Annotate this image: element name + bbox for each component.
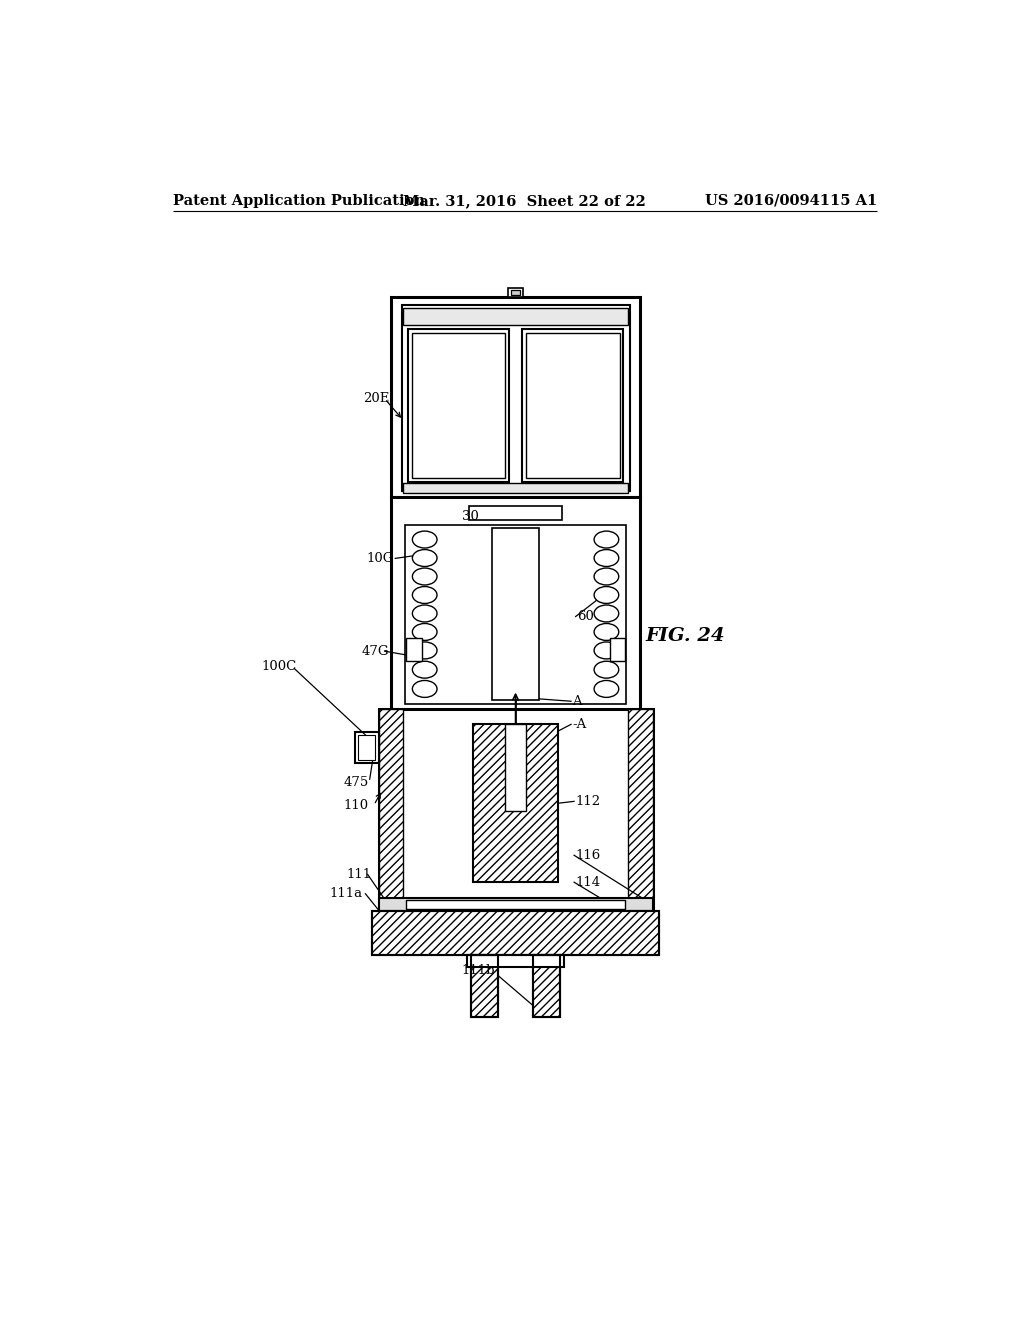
Bar xyxy=(408,330,509,482)
Text: 111a: 111a xyxy=(330,887,362,900)
Ellipse shape xyxy=(594,586,618,603)
Text: 112: 112 xyxy=(575,795,601,808)
Bar xyxy=(473,725,558,882)
Text: 60G: 60G xyxy=(578,610,604,623)
Bar xyxy=(471,956,499,1016)
Ellipse shape xyxy=(413,586,437,603)
Text: 30: 30 xyxy=(462,510,478,523)
Ellipse shape xyxy=(413,531,437,548)
Bar xyxy=(471,956,499,1016)
Ellipse shape xyxy=(594,642,618,659)
Bar xyxy=(407,900,625,909)
Ellipse shape xyxy=(594,605,618,622)
Bar xyxy=(526,333,620,478)
Text: 110: 110 xyxy=(343,799,369,812)
Bar xyxy=(403,483,628,492)
Bar xyxy=(358,735,376,760)
Text: 475: 475 xyxy=(343,776,369,788)
Text: 116: 116 xyxy=(575,849,601,862)
Bar xyxy=(379,709,652,944)
Text: FIG. 24: FIG. 24 xyxy=(645,627,725,644)
Bar xyxy=(412,333,505,478)
Bar xyxy=(355,733,379,763)
Bar xyxy=(404,525,627,704)
Ellipse shape xyxy=(413,642,437,659)
Text: Mar. 31, 2016  Sheet 22 of 22: Mar. 31, 2016 Sheet 22 of 22 xyxy=(403,194,646,207)
Ellipse shape xyxy=(594,661,618,678)
Ellipse shape xyxy=(594,568,618,585)
Text: -A: -A xyxy=(572,718,587,731)
Text: 20E: 20E xyxy=(364,392,389,405)
Bar xyxy=(401,305,630,491)
Bar xyxy=(407,638,422,661)
Ellipse shape xyxy=(594,531,618,548)
Bar xyxy=(522,330,624,482)
Bar xyxy=(628,709,652,898)
Bar xyxy=(403,308,628,325)
Ellipse shape xyxy=(594,549,618,566)
Text: US 2016/0094115 A1: US 2016/0094115 A1 xyxy=(706,194,878,207)
Ellipse shape xyxy=(413,661,437,678)
Bar xyxy=(379,898,652,911)
Ellipse shape xyxy=(413,623,437,640)
Text: 111b: 111b xyxy=(462,964,496,977)
Text: Patent Application Publication: Patent Application Publication xyxy=(173,194,425,207)
Text: 47G: 47G xyxy=(361,644,389,657)
Bar xyxy=(609,638,625,661)
Ellipse shape xyxy=(413,605,437,622)
Bar xyxy=(379,709,403,898)
Bar xyxy=(492,528,540,701)
Bar xyxy=(391,498,640,713)
Bar xyxy=(511,290,520,296)
Ellipse shape xyxy=(413,549,437,566)
Bar xyxy=(508,288,523,297)
Bar xyxy=(373,911,658,956)
Ellipse shape xyxy=(594,681,618,697)
Bar xyxy=(469,507,562,520)
Text: A: A xyxy=(572,694,583,708)
Text: 100C: 100C xyxy=(261,660,297,673)
Bar xyxy=(373,911,658,956)
Text: 114: 114 xyxy=(575,875,601,888)
Text: 111: 111 xyxy=(346,869,372,880)
Bar xyxy=(532,956,560,1016)
Bar xyxy=(467,956,563,966)
Ellipse shape xyxy=(413,568,437,585)
Ellipse shape xyxy=(413,681,437,697)
Bar xyxy=(391,297,640,498)
Bar xyxy=(532,956,560,1016)
Ellipse shape xyxy=(594,623,618,640)
Bar xyxy=(505,725,526,812)
Text: 10G: 10G xyxy=(367,552,393,565)
